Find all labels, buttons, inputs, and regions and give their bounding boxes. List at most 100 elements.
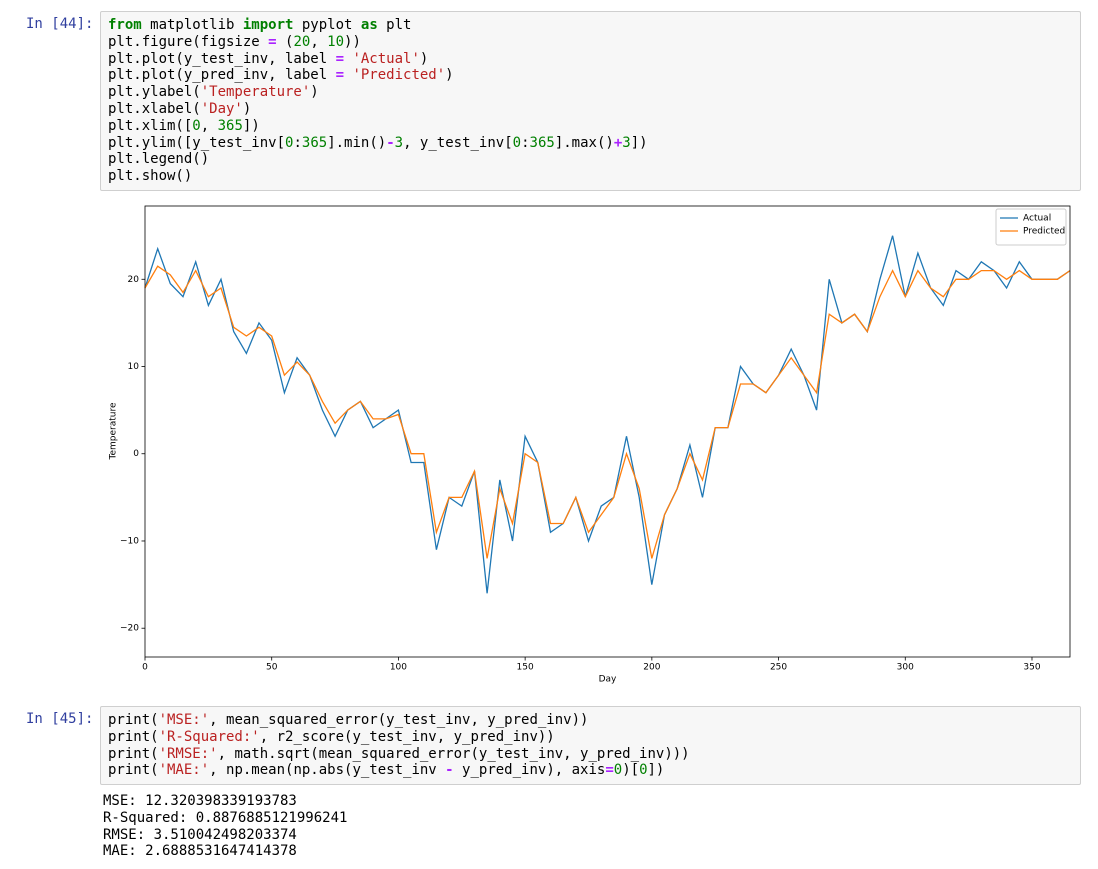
code-token: ]): [647, 762, 665, 779]
code-token: ,: [310, 33, 328, 50]
code-token: plt.legend(): [108, 151, 210, 168]
code-token: )): [344, 33, 361, 50]
code-token: plt.show(): [108, 168, 193, 185]
code-token: 0: [613, 762, 623, 779]
code-token: ,: [200, 117, 218, 134]
code-token: =: [335, 50, 345, 67]
code-token: matplotlib: [141, 17, 243, 33]
code-line: print('MAE:', np.mean(np.abs(y_test_inv …: [108, 762, 1073, 779]
code-token: -: [445, 762, 454, 779]
code-token: print(: [108, 762, 159, 779]
x-tick-label: 300: [897, 663, 914, 673]
code-cell[interactable]: from matplotlib import pyplot as plt plt.…: [100, 11, 1081, 191]
code-token: 'R-Squared:': [158, 728, 260, 745]
code-token: print(: [108, 728, 159, 745]
code-token: plt: [377, 17, 412, 33]
code-token: 365: [529, 134, 555, 151]
code-token: ): [310, 84, 319, 101]
code-token: plt.ylim([y_test_inv[: [108, 134, 286, 151]
code-token: 3: [394, 134, 404, 151]
cell-prompt: In [44]:: [26, 16, 94, 32]
code-line: plt.plot(y_test_inv, label = 'Actual'): [108, 51, 1073, 68]
code-token: 365: [301, 134, 328, 151]
code-token: =: [268, 33, 277, 50]
x-tick-label: 0: [142, 663, 148, 673]
x-tick-label: 350: [1023, 663, 1040, 673]
code-token: , mean_squared_error(y_test_inv, y_pred_…: [209, 712, 589, 728]
code-line: plt.xlabel('Day'): [108, 101, 1073, 118]
code-token: ].max(): [554, 134, 614, 151]
code-token: ]): [630, 134, 648, 151]
y-axis-label: Temperature: [109, 402, 119, 460]
code-line: plt.plot(y_pred_inv, label = 'Predicted'…: [108, 67, 1073, 84]
code-line: plt.xlim([0, 365]): [108, 118, 1073, 135]
cell-prompt: In [45]:: [26, 711, 94, 727]
code-line: print('RMSE:', math.sqrt(mean_squared_er…: [108, 746, 1073, 763]
y-tick-label: −20: [120, 624, 139, 634]
code-token: plt.ylabel(: [108, 84, 201, 101]
code-token: +: [613, 134, 623, 151]
x-tick-label: 50: [266, 663, 278, 673]
code-token: ]): [242, 117, 260, 134]
code-line: from matplotlib import pyplot as plt: [108, 17, 1073, 34]
code-token: 0: [512, 134, 522, 151]
code-token: plt.xlabel(: [108, 100, 201, 117]
code-token: , y_test_inv[: [403, 134, 513, 151]
code-line: plt.show(): [108, 168, 1073, 185]
code-token: 10: [327, 33, 345, 50]
x-tick-label: 100: [390, 663, 407, 673]
x-tick-label: 200: [643, 663, 660, 673]
output-line: MSE: 12.320398339193783: [103, 793, 297, 809]
series-line: [144, 235, 1071, 594]
code-token: from: [108, 17, 142, 33]
code-token: 3: [622, 134, 631, 151]
code-token: 'MSE:': [158, 712, 210, 728]
y-tick-label: 20: [128, 275, 140, 285]
code-token: 'Temperature': [200, 84, 311, 101]
code-token: , np.mean(np.abs(y_test_inv: [209, 762, 446, 779]
output-line: R-Squared: 0.8876885121996241: [103, 809, 348, 826]
code-token: plt.figure(figsize: [108, 33, 269, 50]
code-token: , math.sqrt(mean_squared_error(y_test_in…: [217, 745, 690, 762]
code-token: y_pred_inv), axis: [453, 762, 606, 779]
code-token: , r2_score(y_test_inv, y_pred_inv)): [259, 728, 555, 745]
code-token: ): [445, 67, 454, 84]
y-tick-label: 0: [133, 449, 139, 459]
code-token: 0: [639, 762, 648, 779]
code-token: =: [605, 762, 614, 779]
series-line: [144, 265, 1071, 559]
code-token: (: [276, 33, 294, 50]
code-token: 'Day': [200, 100, 243, 117]
code-token: 'Predicted': [352, 67, 446, 84]
y-tick-label: 10: [128, 362, 140, 372]
code-cell[interactable]: print('MSE:', mean_squared_error(y_test_…: [100, 706, 1081, 786]
code-line: print('R-Squared:', r2_score(y_test_inv,…: [108, 729, 1073, 746]
x-tick-label: 250: [770, 663, 787, 673]
code-token: print(: [108, 745, 159, 762]
code-line: plt.legend(): [108, 151, 1073, 168]
code-token: ): [419, 50, 429, 67]
legend-label: Predicted: [1023, 227, 1065, 237]
code-token: 365: [217, 117, 243, 134]
code-token: :: [293, 134, 302, 151]
output-line: MAE: 2.6888531647414378: [103, 843, 297, 860]
code-token: ): [242, 100, 252, 117]
code-line: plt.ylabel('Temperature'): [108, 84, 1073, 101]
code-token: ].min(): [327, 134, 387, 151]
output-line: RMSE: 3.510042498203374: [103, 826, 297, 843]
code-token: 'RMSE:': [158, 745, 218, 762]
code-line: print('MSE:', mean_squared_error(y_test_…: [108, 712, 1073, 729]
x-axis-label: Day: [599, 675, 617, 685]
chart: 0 50 100 150 200 250 300 350 −20 −10 0 10 20 Day Tempe…: [109, 205, 1071, 685]
code-token: 20: [293, 33, 311, 50]
y-tick-label: −10: [120, 536, 139, 546]
code-token: as: [360, 17, 378, 33]
code-token: pyplot: [293, 17, 361, 33]
code-line: plt.ylim([y_test_inv[0:365].min()-3, y_t…: [108, 135, 1073, 152]
legend-label: Actual: [1023, 214, 1051, 224]
code-token: print(: [108, 712, 159, 728]
code-token: =: [335, 67, 345, 84]
code-line: plt.figure(figsize = (20, 10)): [108, 34, 1073, 51]
axes-frame: [144, 205, 1071, 658]
